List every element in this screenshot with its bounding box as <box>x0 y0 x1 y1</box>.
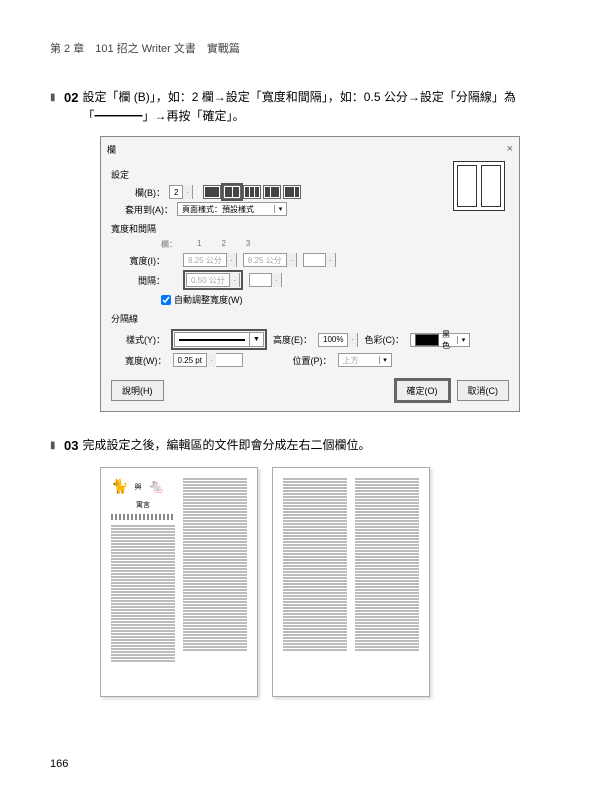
sep-style-highlight: ▼ <box>171 329 267 350</box>
settings-section-label: 設定 <box>111 168 509 181</box>
layout-1col-icon[interactable] <box>203 185 221 199</box>
col-header-label: 欄： <box>161 239 177 250</box>
col-3: 3 <box>246 239 250 250</box>
columns-dialog: 欄 × 設定 欄(B)： 2 套用到(A)： 頁面樣式：預設樣式▾ <box>100 136 520 412</box>
sep-color-label: 色彩(C)： <box>364 333 404 346</box>
subtitle: 寓言 <box>111 500 175 510</box>
help-button[interactable]: 說明(H) <box>111 380 164 401</box>
step-02-number: 02 <box>64 88 78 109</box>
sep-height-input[interactable]: 100% <box>318 333 358 347</box>
autowidth-label: 自動調整寬度(W) <box>174 293 243 306</box>
step-bullet-icon: ▮ <box>50 438 64 454</box>
cat-icon: 🐈 <box>111 478 128 495</box>
step-02: ▮ 02 設定「欄 (B)」，如：2 欄→設定「寬度和間隔」，如：0.5 公分→… <box>50 88 548 126</box>
col-1: 1 <box>197 239 201 250</box>
step-03-number: 03 <box>64 436 78 457</box>
sep-height-label: 高度(E)： <box>273 333 312 346</box>
columns-count-label: 欄(B)： <box>125 186 165 199</box>
layout-2col-icon[interactable] <box>223 185 241 199</box>
separator-section-label: 分隔線 <box>111 312 509 325</box>
sep-width-label: 寬度(W)： <box>125 354 167 367</box>
spacing-highlight: 0.50 公分 <box>183 270 243 290</box>
step-bullet-icon: ▮ <box>50 90 64 106</box>
step-02-text: 設定「欄 (B)」，如：2 欄→設定「寬度和間隔」，如：0.5 公分→設定「分隔… <box>82 88 548 126</box>
sep-position-dropdown[interactable]: 上方▾ <box>338 353 392 367</box>
apply-to-label: 套用到(A)： <box>125 203 173 216</box>
mouse-icon: 🐁 <box>147 478 164 495</box>
layout-right-icon[interactable] <box>283 185 301 199</box>
apply-to-dropdown[interactable]: 頁面樣式：預設樣式▾ <box>177 202 287 216</box>
width-section-label: 寬度和間隔 <box>111 222 509 235</box>
col2-width-input[interactable]: 8.25 公分 <box>243 253 297 267</box>
sep-style-dropdown[interactable]: ▼ <box>174 332 264 347</box>
columns-count-input[interactable]: 2 <box>169 185 193 199</box>
sep-style-label: 樣式(Y)： <box>125 333 165 346</box>
result-page-1: 🐈 與 🐁 寓言 document.write(Array(46).fill('… <box>100 467 258 697</box>
result-preview: 🐈 與 🐁 寓言 document.write(Array(46).fill('… <box>100 467 548 697</box>
ok-button[interactable]: 確定(O) <box>394 378 451 403</box>
wave-divider <box>111 514 175 520</box>
dialog-title: 欄 <box>107 143 116 156</box>
col-width-label: 寬度(I)： <box>125 254 165 267</box>
page-number: 166 <box>50 758 68 770</box>
step-03: ▮ 03 完成設定之後，編輯區的文件即會分成左右二個欄位。 <box>50 436 548 457</box>
chapter-header: 第 2 章 101 招之 Writer 文書 實戰篇 <box>50 40 548 56</box>
columns-preview <box>453 161 505 211</box>
col-2: 2 <box>221 239 225 250</box>
sep-width-input[interactable]: 0.25 pt <box>173 353 243 367</box>
step-03-text: 完成設定之後，編輯區的文件即會分成左右二個欄位。 <box>82 436 548 455</box>
autowidth-checkbox[interactable] <box>161 295 171 305</box>
vs-text: 與 <box>134 482 141 492</box>
spacing2-input <box>249 273 282 287</box>
sep-color-dropdown[interactable]: 黑色 ▾ <box>410 333 470 347</box>
sep-position-label: 位置(P)： <box>293 354 332 367</box>
close-icon[interactable]: × <box>507 143 513 156</box>
col1-width-input[interactable]: 8.25 公分 <box>183 253 237 267</box>
layout-3col-icon[interactable] <box>243 185 261 199</box>
result-page-2: document.write(Array(58).fill('<div clas… <box>272 467 430 697</box>
spacing-input[interactable]: 0.50 公分 <box>186 273 240 287</box>
cancel-button[interactable]: 取消(C) <box>457 380 510 401</box>
col3-width-input <box>303 253 336 267</box>
spacing-label: 間隔： <box>125 274 165 287</box>
layout-left-icon[interactable] <box>263 185 281 199</box>
